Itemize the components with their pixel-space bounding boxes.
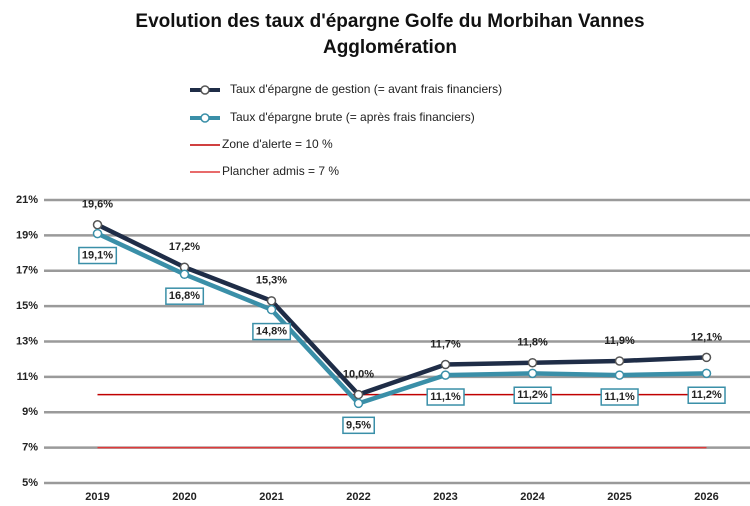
point [701,368,712,379]
data-label: 14,8% [256,326,287,338]
data-label: 11,1% [604,391,635,403]
point [527,357,538,368]
point [527,368,538,379]
legend-marker [200,113,210,123]
x-tick-label: 2023 [433,491,457,503]
x-tick-label: 2019 [85,491,109,503]
point [92,228,103,239]
y-tick-label: 5% [22,477,38,489]
data-label: 12,1% [691,331,722,343]
label-box [252,322,292,341]
x-tick-label: 2025 [607,491,631,503]
y-tick-label: 9% [22,406,38,418]
x-tick-label: 2022 [346,491,370,503]
data-label: 11,9% [604,335,635,347]
label-box [426,388,465,406]
series-line [96,222,707,398]
data-label: 11,2% [517,389,548,401]
point [353,389,364,400]
data-label: 17,2% [169,241,200,253]
point [266,304,277,315]
label-box [165,287,205,305]
y-tick-label: 19% [16,229,38,241]
y-tick-label: 11% [17,371,39,383]
point [266,296,277,306]
data-label: 11,1% [430,391,461,403]
legend-marker [200,85,210,95]
data-label: 19,6% [82,199,113,211]
legend-label: Plancher admis = 7 % [222,164,339,178]
point [701,352,712,363]
label-box [687,386,726,404]
label-box [78,246,118,265]
x-tick-label: 2020 [172,491,196,503]
x-tick-label: 2024 [520,491,545,503]
y-tick-label: 7% [22,442,38,454]
point [353,398,364,409]
data-label: 11,2% [691,389,722,401]
data-label: 11,8% [517,337,548,349]
y-tick-label: 17% [16,265,38,277]
x-tick-label: 2026 [694,491,718,503]
data-label: 11,7% [430,338,461,350]
data-label: 15,3% [256,275,287,287]
label-box [513,386,552,404]
point [440,359,451,370]
point [440,370,451,380]
data-label: 16,8% [169,290,200,302]
y-tick-label: 21% [16,194,38,206]
data-label: 10,0% [343,368,374,380]
legend-label: Taux d'épargne de gestion (= avant frais… [230,82,502,96]
point [614,370,625,380]
point [92,220,103,230]
series-line [96,231,707,406]
data-label: 9,5% [346,419,371,431]
chart-title: Evolution des taux d'épargne Golfe du Mo… [135,11,644,32]
y-tick-label: 13% [16,335,38,347]
legend-label: Taux d'épargne brute (= après frais fina… [230,110,475,124]
label-box [342,416,376,435]
y-tick-label: 15% [16,300,38,312]
point [179,269,190,280]
chart-title: Agglomération [323,37,457,58]
label-box [600,388,639,406]
point [614,356,625,366]
data-label: 19,1% [82,250,113,262]
legend-label: Zone d'alerte = 10 % [222,137,333,151]
x-tick-label: 2021 [259,491,283,503]
